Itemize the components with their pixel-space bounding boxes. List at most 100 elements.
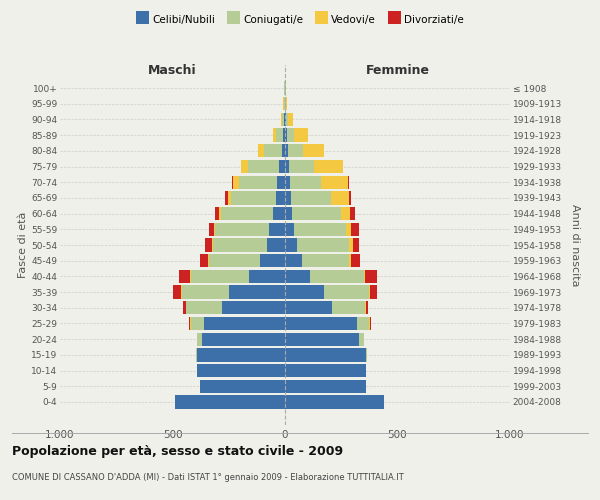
Bar bbox=[290, 191, 331, 204]
Bar bbox=[179, 270, 190, 283]
Bar bbox=[205, 238, 212, 252]
Bar bbox=[281, 113, 283, 126]
Bar bbox=[277, 128, 283, 142]
Bar bbox=[208, 254, 209, 268]
Bar bbox=[298, 238, 349, 252]
Bar bbox=[248, 160, 280, 173]
Bar bbox=[276, 191, 285, 204]
Bar bbox=[289, 160, 314, 173]
Bar bbox=[321, 176, 348, 189]
Bar bbox=[285, 191, 290, 204]
Bar bbox=[285, 332, 359, 346]
Bar bbox=[222, 301, 285, 314]
Bar bbox=[353, 238, 359, 252]
Bar bbox=[215, 222, 269, 236]
Bar bbox=[273, 128, 277, 142]
Bar bbox=[325, 286, 370, 299]
Bar bbox=[285, 364, 366, 377]
Bar bbox=[365, 270, 377, 283]
Bar bbox=[280, 160, 285, 173]
Bar bbox=[209, 222, 214, 236]
Bar bbox=[272, 207, 285, 220]
Bar bbox=[370, 286, 377, 299]
Bar bbox=[277, 176, 285, 189]
Bar bbox=[285, 317, 357, 330]
Bar bbox=[349, 238, 353, 252]
Bar bbox=[199, 380, 285, 393]
Bar bbox=[285, 222, 294, 236]
Bar bbox=[341, 207, 350, 220]
Bar bbox=[288, 144, 304, 158]
Bar bbox=[286, 113, 288, 126]
Bar bbox=[202, 332, 285, 346]
Bar bbox=[173, 286, 181, 299]
Bar bbox=[364, 270, 365, 283]
Bar bbox=[283, 128, 285, 142]
Bar bbox=[350, 207, 355, 220]
Bar bbox=[263, 144, 281, 158]
Bar bbox=[212, 238, 213, 252]
Bar bbox=[290, 176, 321, 189]
Bar bbox=[184, 301, 185, 314]
Bar bbox=[227, 191, 231, 204]
Bar bbox=[209, 254, 260, 268]
Bar bbox=[348, 176, 349, 189]
Bar bbox=[267, 238, 285, 252]
Bar bbox=[182, 286, 229, 299]
Text: Popolazione per età, sesso e stato civile - 2009: Popolazione per età, sesso e stato civil… bbox=[12, 445, 343, 458]
Bar bbox=[285, 238, 298, 252]
Bar bbox=[331, 191, 349, 204]
Y-axis label: Fasce di età: Fasce di età bbox=[18, 212, 28, 278]
Bar bbox=[284, 113, 285, 126]
Bar bbox=[352, 222, 359, 236]
Bar bbox=[197, 364, 285, 377]
Text: Maschi: Maschi bbox=[148, 64, 197, 77]
Bar bbox=[213, 238, 267, 252]
Bar bbox=[283, 113, 284, 126]
Legend: Celibi/Nubili, Coniugati/e, Vedovi/e, Divorziati/e: Celibi/Nubili, Coniugati/e, Vedovi/e, Di… bbox=[132, 10, 468, 29]
Bar bbox=[260, 254, 285, 268]
Bar bbox=[221, 207, 272, 220]
Bar bbox=[370, 317, 371, 330]
Bar bbox=[191, 270, 249, 283]
Bar bbox=[186, 301, 222, 314]
Bar bbox=[269, 222, 285, 236]
Bar bbox=[286, 97, 287, 110]
Bar bbox=[365, 301, 368, 314]
Bar bbox=[352, 254, 361, 268]
Bar bbox=[204, 317, 285, 330]
Bar bbox=[366, 348, 367, 362]
Bar bbox=[285, 380, 366, 393]
Bar bbox=[215, 207, 218, 220]
Bar bbox=[231, 191, 276, 204]
Bar bbox=[196, 348, 197, 362]
Bar bbox=[359, 332, 364, 346]
Bar bbox=[310, 270, 364, 283]
Bar bbox=[294, 222, 346, 236]
Text: COMUNE DI CASSANO D'ADDA (MI) - Dati ISTAT 1° gennaio 2009 - Elaborazione TUTTIT: COMUNE DI CASSANO D'ADDA (MI) - Dati IST… bbox=[12, 473, 404, 482]
Bar bbox=[285, 348, 366, 362]
Bar bbox=[285, 113, 286, 126]
Bar bbox=[285, 207, 292, 220]
Bar bbox=[349, 254, 352, 268]
Bar bbox=[229, 286, 285, 299]
Bar bbox=[285, 144, 288, 158]
Bar bbox=[285, 176, 290, 189]
Bar bbox=[197, 332, 202, 346]
Bar bbox=[233, 176, 239, 189]
Bar bbox=[218, 207, 221, 220]
Bar bbox=[239, 176, 277, 189]
Text: Femmine: Femmine bbox=[365, 64, 430, 77]
Bar bbox=[294, 128, 308, 142]
Bar bbox=[281, 144, 285, 158]
Bar bbox=[332, 301, 365, 314]
Bar bbox=[287, 128, 294, 142]
Bar bbox=[241, 160, 248, 173]
Bar bbox=[189, 317, 190, 330]
Bar bbox=[346, 222, 352, 236]
Bar bbox=[197, 348, 285, 362]
Bar bbox=[285, 254, 302, 268]
Bar bbox=[249, 270, 285, 283]
Bar bbox=[314, 160, 343, 173]
Bar bbox=[258, 144, 263, 158]
